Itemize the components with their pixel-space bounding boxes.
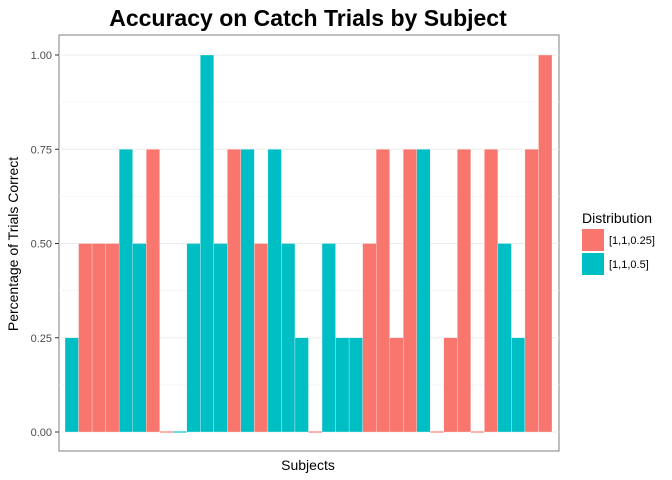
legend-label-1: [1,1,0.5] — [609, 259, 649, 271]
bar — [416, 149, 431, 433]
chart-title: Accuracy on Catch Trials by Subject — [109, 5, 507, 31]
bar — [105, 243, 120, 433]
bar — [375, 149, 390, 433]
bar — [294, 337, 309, 433]
bar — [335, 337, 350, 433]
legend: Distribution [1,1,0.25] [1,1,0.5] — [582, 210, 655, 275]
bar — [403, 149, 417, 433]
bar — [362, 243, 377, 433]
bar — [146, 149, 160, 433]
y-axis-label: Percentage of Trials Correct — [5, 157, 21, 331]
bar — [538, 54, 553, 433]
bar — [308, 431, 323, 433]
bar — [348, 337, 363, 433]
y-tick-label: 0.00 — [31, 427, 52, 439]
bar — [200, 54, 214, 433]
bar — [227, 149, 242, 433]
bar — [389, 337, 404, 433]
bar — [159, 431, 174, 433]
bar — [132, 243, 147, 433]
bar — [524, 149, 539, 433]
bar — [118, 149, 133, 433]
bar — [91, 243, 106, 433]
bar — [213, 243, 228, 433]
bar — [240, 149, 255, 433]
bar — [511, 337, 526, 433]
legend-swatch-1 — [582, 253, 604, 275]
y-axis: 0.00 0.25 0.50 0.75 1.00 — [31, 50, 59, 439]
y-tick-label: 0.25 — [31, 333, 52, 345]
bars — [64, 54, 553, 433]
legend-title: Distribution — [582, 210, 652, 226]
bar — [497, 243, 512, 433]
bar — [173, 431, 187, 433]
bar — [484, 149, 499, 433]
bar — [281, 243, 296, 433]
legend-label-0: [1,1,0.25] — [609, 235, 655, 247]
bar — [470, 431, 485, 433]
bar — [267, 149, 282, 433]
y-tick-label: 0.75 — [31, 144, 52, 156]
legend-swatch-0 — [582, 229, 604, 251]
bar — [457, 149, 471, 433]
y-tick-label: 0.50 — [31, 239, 52, 251]
bar — [321, 243, 336, 433]
bar — [443, 337, 458, 433]
bar — [430, 431, 444, 433]
bar — [78, 243, 93, 433]
y-tick-label: 1.00 — [31, 50, 52, 62]
bar — [64, 337, 79, 433]
bar — [254, 243, 269, 433]
bar — [186, 243, 201, 433]
x-axis-label: Subjects — [281, 457, 335, 473]
